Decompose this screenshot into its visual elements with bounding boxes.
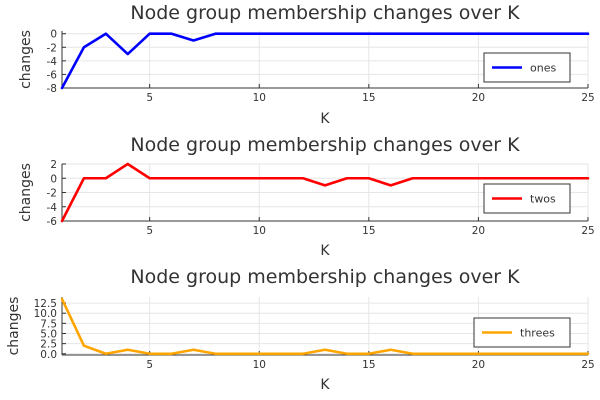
legend: ones [483,52,571,83]
legend-label: threes [520,327,555,340]
x-tick-label: 10 [253,359,266,371]
chart-title: Node group membership changes over K [130,134,520,156]
x-tick-label: 15 [362,92,375,104]
y-tick-label: -8 [47,83,57,95]
x-tick-label: 5 [146,92,153,104]
y-tick-label: 7.5 [40,318,57,330]
y-tick-label: -2 [47,42,57,54]
x-tick-label: 10 [253,225,266,237]
y-tick-label: 12.5 [34,298,57,310]
y-tick-label: 10.0 [34,308,57,320]
x-tick-label: 5 [146,225,153,237]
y-tick-label: -2 [47,188,57,200]
x-tick-label: 20 [472,92,485,104]
y-tick-label: 0 [50,173,57,185]
x-axis-label: K [320,243,330,259]
chart-title: Node group membership changes over K [130,2,520,24]
chart-panel-3: 5 10 15 20 25 12.510.07.55.02.50.0 Node group … [6,266,595,393]
y-axis-label: changes [6,297,22,356]
series-line-twos [60,162,590,223]
x-tick-label: 15 [362,359,375,371]
y-tick-label: -6 [47,216,58,228]
y-tick-label: -6 [47,69,58,81]
y-tick-label: 2 [50,159,57,171]
x-tick-label: 10 [253,92,266,104]
y-tick-label: 2.5 [40,339,57,351]
x-tick-label: 20 [472,359,485,371]
y-tick-label: -4 [47,56,58,68]
y-tick-label: -4 [47,202,58,214]
y-tick-label: 0 [50,29,57,41]
x-tick-label: 15 [362,225,375,237]
y-tick-label: 0.0 [40,349,57,361]
y-tick-label: 5.0 [40,329,57,341]
legend: threes [473,317,571,348]
legend-label: ones [530,62,556,75]
x-tick-label: 5 [146,359,153,371]
x-axis-label: K [320,111,330,127]
legend: twos [483,183,571,214]
chart-panel-1: 5 10 15 20 25 0-2 -4-6 -8 Node group membership … [18,2,595,127]
x-tick-label: 25 [581,225,594,237]
x-tick-label: 20 [472,225,485,237]
chart-title: Node group membership changes over K [130,266,520,288]
series-line-ones [60,32,590,90]
y-axis-label: changes [18,30,34,89]
legend-label: twos [530,193,556,206]
x-axis-label: K [320,377,330,393]
x-tick-label: 25 [581,92,594,104]
series-line-threes [60,297,590,356]
y-axis-label: changes [18,163,34,222]
x-tick-label: 25 [581,359,594,371]
